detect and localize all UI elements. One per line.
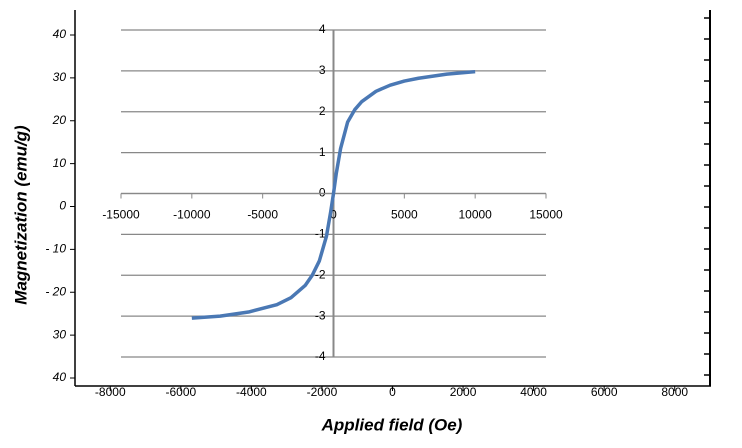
- y-tick-label: 0: [319, 186, 326, 200]
- y-tick-label: - 20: [45, 284, 66, 298]
- y-tick-label: 30: [53, 327, 67, 341]
- y-tick-label: 2: [319, 104, 326, 118]
- x-tick-label: 0: [330, 208, 337, 222]
- x-tick-label: 8000: [661, 385, 688, 399]
- x-tick-label: 5000: [391, 208, 418, 222]
- x-tick-label: -8000: [95, 385, 126, 399]
- y-tick-label: 3: [319, 63, 326, 77]
- y-tick-label: 0: [59, 199, 66, 213]
- x-tick-label: -10000: [173, 208, 211, 222]
- x-tick-label: 6000: [591, 385, 618, 399]
- y-tick-label: 30: [53, 70, 67, 84]
- x-axis-title: Applied field (Oe): [321, 415, 463, 434]
- y-tick-label: -2: [315, 267, 326, 281]
- y-axis-title: Magnetization (emu/g): [11, 125, 30, 305]
- y-tick-label: - 10: [45, 242, 66, 256]
- x-tick-label: 15000: [529, 208, 563, 222]
- y-tick-label: 10: [53, 156, 67, 170]
- y-tick-label: -4: [315, 349, 326, 363]
- x-tick-label: -6000: [165, 385, 196, 399]
- y-tick-label: 40: [53, 27, 67, 41]
- y-tick-label: -3: [315, 308, 326, 322]
- x-tick-label: 4000: [520, 385, 547, 399]
- y-tick-label: -1: [315, 227, 326, 241]
- x-tick-label: -2000: [307, 385, 338, 399]
- y-tick-label: 4: [319, 22, 326, 36]
- x-tick-label: 10000: [458, 208, 492, 222]
- y-tick-label: 40: [53, 370, 67, 384]
- x-tick-label: 2000: [450, 385, 477, 399]
- x-tick-label: 0: [389, 385, 396, 399]
- x-tick-label: -4000: [236, 385, 267, 399]
- x-tick-label: -5000: [247, 208, 278, 222]
- y-tick-label: 20: [52, 113, 67, 127]
- x-tick-label: -15000: [102, 208, 140, 222]
- data-line: [191, 69, 476, 320]
- y-tick-label: 1: [319, 145, 326, 159]
